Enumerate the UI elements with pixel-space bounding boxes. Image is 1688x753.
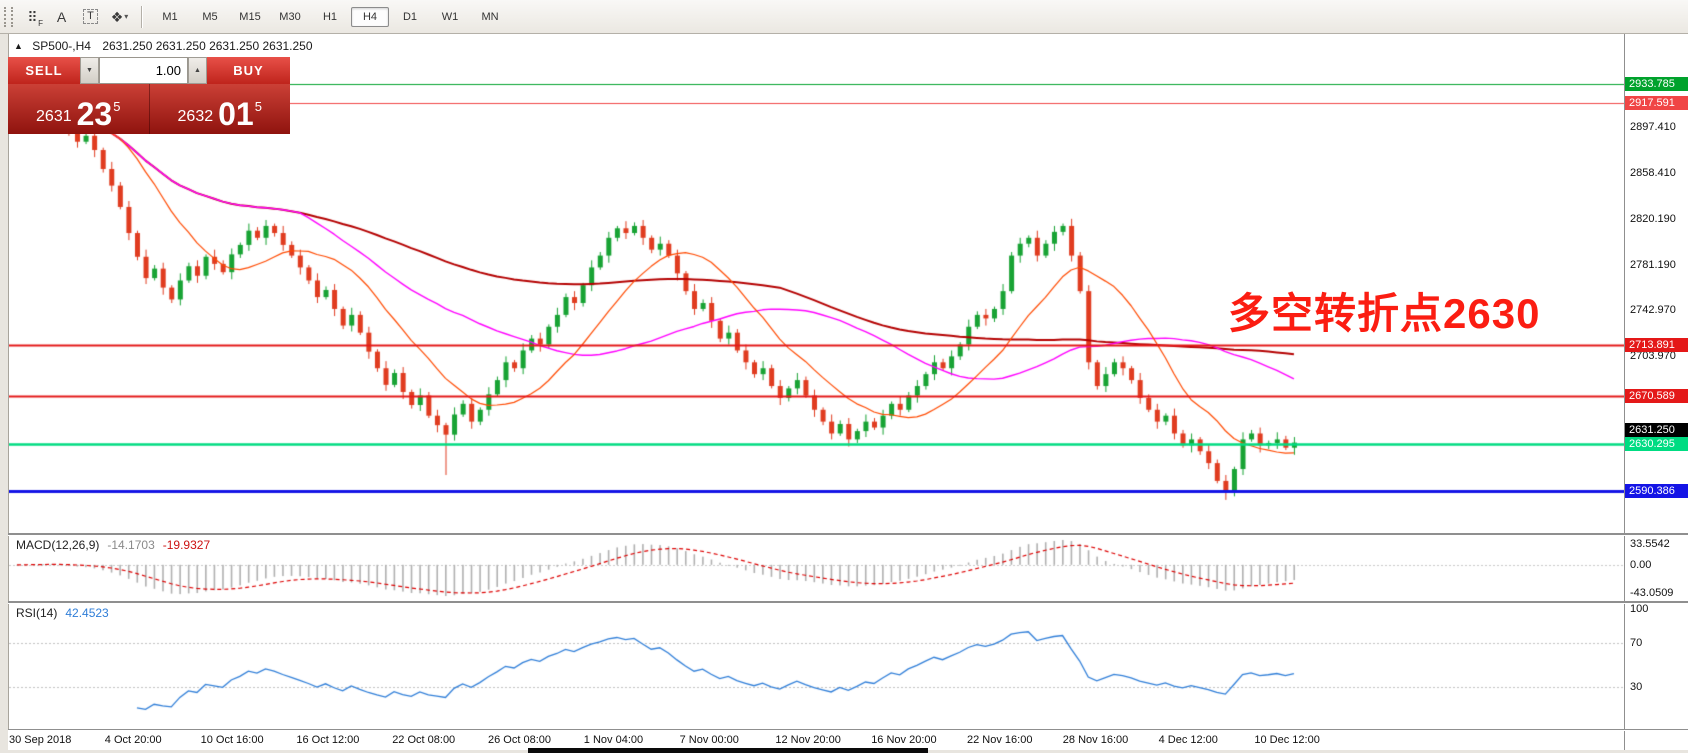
price-line-label: 2590.386 — [1625, 484, 1688, 499]
pattern-grid-icon[interactable]: ⠿ F — [27, 8, 43, 28]
one-click-toggle-icon[interactable]: ▲ — [14, 41, 23, 51]
macd-value-main: -14.1703 — [107, 538, 155, 552]
symbol-ohlc-values: 2631.250 2631.250 2631.250 2631.250 — [102, 39, 313, 53]
timeframe-m5[interactable]: M5 — [202, 10, 218, 23]
macd-header: MACD(12,26,9) -14.1703 -19.9327 — [16, 538, 210, 552]
panel-divider[interactable] — [8, 533, 1688, 536]
time-axis-label: 4 Oct 20:00 — [104, 734, 162, 746]
macd-canvas[interactable] — [9, 535, 1624, 601]
timeframe-group: M1 M5 M15 M30 H1 H4 D1 W1 MN — [150, 6, 510, 27]
ask-main-digits: 2632 — [177, 108, 214, 125]
time-axis-label: 10 Dec 12:00 — [1254, 734, 1320, 746]
timeframe-h4[interactable]: H4 — [351, 6, 389, 27]
time-axis[interactable]: 30 Sep 2018 4 Oct 20:00 10 Oct 16:00 16 Oct… — [8, 731, 1624, 750]
bid-price-label: 2631.250 — [1625, 422, 1688, 437]
rsi-canvas[interactable] — [9, 603, 1624, 729]
rsi-header: RSI(14) 42.4523 — [16, 606, 109, 620]
ask-pip-digits: 01 — [218, 96, 254, 132]
price-line-label: 2630.295 — [1625, 436, 1688, 451]
bid-price-display: 2631 23 5 — [8, 84, 150, 134]
macd-axis-label: 0.00 — [1630, 558, 1652, 571]
bid-main-digits: 2631 — [36, 108, 72, 125]
price-line-label: 2713.891 — [1625, 337, 1688, 352]
price-line-label: 2917.591 — [1625, 96, 1688, 111]
time-axis-label: 1 Nov 04:00 — [583, 734, 644, 746]
price-axis-label: 2781.190 — [1630, 258, 1676, 271]
time-axis-label: 7 Nov 00:00 — [679, 734, 739, 746]
time-axis-label: 22 Oct 08:00 — [392, 734, 456, 746]
shapes-icon[interactable]: ❖ ▾ — [110, 8, 129, 25]
time-axis-label: 30 Sep 2018 — [9, 734, 72, 746]
price-axis-label: 2858.410 — [1630, 167, 1676, 180]
bid-pip-digits: 23 — [76, 96, 113, 132]
time-axis-label: 10 Oct 16:00 — [200, 734, 264, 746]
timeframe-m1[interactable]: M1 — [162, 10, 178, 23]
time-axis-label: 12 Nov 20:00 — [775, 734, 841, 746]
timeframe-d1[interactable]: D1 — [402, 10, 418, 23]
rsi-value: 42.4523 — [65, 606, 109, 620]
toolbar-separator — [141, 5, 143, 28]
sell-button[interactable]: SELL — [8, 57, 80, 84]
timeframe-h1[interactable]: H1 — [322, 10, 338, 23]
macd-axis-label: 33.5542 — [1630, 538, 1670, 550]
macd-value-signal: -19.9327 — [162, 538, 211, 552]
text-label-icon[interactable]: T — [77, 4, 104, 30]
chart-annotation-text: 多空转折点2630 — [1228, 290, 1541, 337]
time-axis-label: 28 Nov 16:00 — [1062, 734, 1129, 746]
panel-divider[interactable] — [8, 601, 1688, 604]
timeframe-m15[interactable]: M15 — [239, 10, 261, 23]
timeframe-mn[interactable]: MN — [481, 10, 499, 23]
time-axis-label: 16 Nov 20:00 — [871, 734, 937, 746]
rsi-axis-label: 30 — [1630, 681, 1643, 694]
price-axis-label: 2703.970 — [1630, 350, 1676, 363]
timeframe-m30[interactable]: M30 — [279, 10, 301, 23]
bottom-taskbar-strip — [528, 748, 928, 753]
bid-fraction-digit: 5 — [113, 99, 121, 114]
rsi-title: RSI(14) — [16, 606, 58, 620]
rsi-axis-label: 70 — [1630, 636, 1643, 649]
toolbar: ⠿ F A T ❖ ▾ M1 M5 M15 M30 H1 H4 D1 W1 MN — [0, 0, 1688, 34]
ask-fraction-digit: 5 — [254, 99, 262, 114]
price-line-label: 2670.589 — [1625, 389, 1688, 403]
lot-increase-button[interactable]: ▲ — [188, 57, 207, 84]
toolbar-grip[interactable] — [4, 6, 13, 27]
buy-button[interactable]: BUY — [207, 57, 290, 84]
time-axis-label: 22 Nov 16:00 — [967, 734, 1033, 746]
price-line-label: 2933.785 — [1625, 76, 1688, 91]
macd-axis-label: -43.0509 — [1630, 587, 1674, 599]
price-axis[interactable]: 2897.410 2858.410 2820.190 2781.190 2742.970… — [1624, 33, 1688, 750]
chart-symbol-header: ▲ SP500-,H4 2631.250 2631.250 2631.250 2… — [14, 39, 313, 53]
price-axis-label: 2820.190 — [1630, 212, 1676, 225]
time-axis-label: 26 Oct 08:00 — [488, 734, 551, 746]
price-axis-label: 2897.410 — [1630, 121, 1676, 133]
time-axis-label: 16 Oct 12:00 — [296, 734, 360, 746]
lot-decrease-button[interactable]: ▼ — [80, 57, 99, 84]
panel-divider — [8, 729, 1688, 731]
ask-price-display: 2632 01 5 — [150, 84, 291, 134]
timeframe-w1[interactable]: W1 — [441, 10, 459, 23]
text-a-icon[interactable]: A — [56, 8, 67, 25]
time-axis-label: 4 Dec 12:00 — [1158, 734, 1218, 746]
one-click-trading-widget: SELL ▼ ▲ BUY 2631 23 5 2632 01 5 — [8, 57, 290, 134]
rsi-axis-label: 100 — [1630, 603, 1649, 615]
price-axis-label: 2742.970 — [1630, 304, 1676, 317]
symbol-name: SP500-,H4 — [32, 39, 91, 53]
lot-size-input[interactable] — [99, 57, 188, 84]
macd-title: MACD(12,26,9) — [16, 538, 100, 552]
